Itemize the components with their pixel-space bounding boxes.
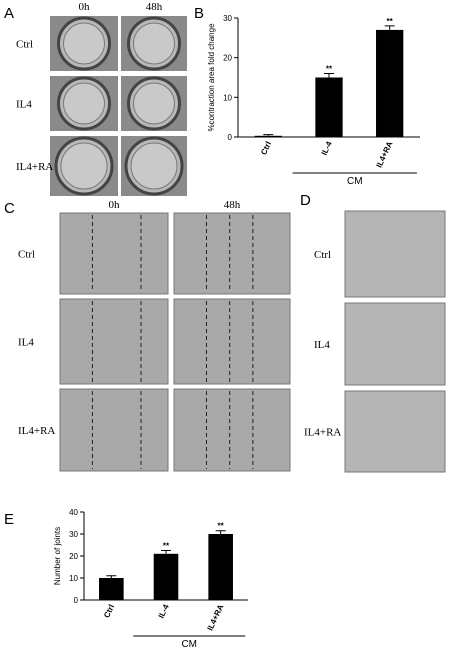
x-tick-label: Ctrl — [102, 603, 116, 619]
x-tick-label: IL-4 — [320, 140, 334, 157]
row-label: Ctrl — [314, 249, 331, 261]
photo — [173, 298, 291, 385]
y-tick-label: 10 — [69, 574, 78, 583]
y-tick-label: 20 — [69, 552, 78, 561]
photo — [344, 210, 446, 298]
y-axis-label: %contraction area fold change — [207, 23, 216, 132]
y-tick-label: 0 — [228, 133, 233, 142]
photo — [344, 390, 446, 473]
bar — [315, 77, 343, 137]
photo — [59, 212, 169, 295]
dish-inner — [63, 22, 105, 65]
column-header: 0h — [79, 1, 91, 13]
row-label: Ctrl — [18, 249, 35, 261]
y-tick-label: 30 — [69, 530, 78, 539]
bar — [376, 29, 404, 137]
panel-label: A — [4, 5, 14, 22]
x-tick-label: IL4+RA — [375, 140, 395, 169]
row-label: IL4+RA — [16, 161, 53, 173]
bar — [254, 135, 282, 137]
image-panels — [50, 16, 446, 473]
photo — [344, 302, 446, 386]
row-label: IL4+RA — [18, 425, 55, 437]
significance: ** — [163, 542, 170, 551]
column-header: 48h — [146, 1, 163, 13]
bar — [153, 553, 179, 600]
dish-inner — [60, 142, 108, 190]
photo — [59, 388, 169, 472]
y-tick-label: 40 — [69, 508, 78, 517]
group-label: CM — [347, 176, 363, 187]
row-label: IL4 — [314, 339, 330, 351]
row-label: IL4 — [18, 337, 34, 349]
dish-inner — [130, 142, 178, 190]
significance: ** — [218, 522, 225, 531]
y-tick-label: 30 — [223, 14, 232, 23]
x-tick-label: IL4+RA — [206, 603, 226, 632]
dish-inner — [63, 82, 105, 125]
dish-inner — [133, 82, 175, 125]
significance: ** — [387, 17, 394, 26]
photo — [173, 388, 291, 472]
x-tick-label: Ctrl — [259, 140, 273, 156]
x-tick-label: IL-4 — [157, 603, 171, 620]
panel-label: C — [4, 200, 15, 217]
error-bar — [106, 575, 117, 578]
column-header: 48h — [224, 199, 241, 211]
panel-label: E — [4, 511, 14, 528]
row-label: IL4 — [16, 99, 32, 111]
y-tick-label: 0 — [74, 596, 79, 605]
error-bar — [384, 25, 395, 30]
row-label: Ctrl — [16, 39, 33, 51]
y-axis-label: Number of joints — [53, 527, 62, 585]
significance: ** — [326, 65, 333, 74]
panel-label: B — [194, 5, 204, 22]
error-bar — [324, 73, 334, 78]
photo — [59, 298, 169, 385]
error-bar — [161, 550, 171, 554]
y-tick-label: 10 — [223, 93, 232, 102]
column-header: 0h — [109, 199, 121, 211]
bar — [99, 578, 124, 600]
dish-inner — [133, 22, 175, 65]
bar — [208, 534, 233, 600]
photo — [173, 212, 291, 295]
panel-label: D — [300, 192, 311, 209]
group-label: CM — [181, 639, 197, 650]
row-label: IL4+RA — [304, 427, 341, 439]
y-tick-label: 20 — [223, 54, 232, 63]
error-bar — [215, 530, 226, 534]
error-bar — [263, 134, 274, 136]
